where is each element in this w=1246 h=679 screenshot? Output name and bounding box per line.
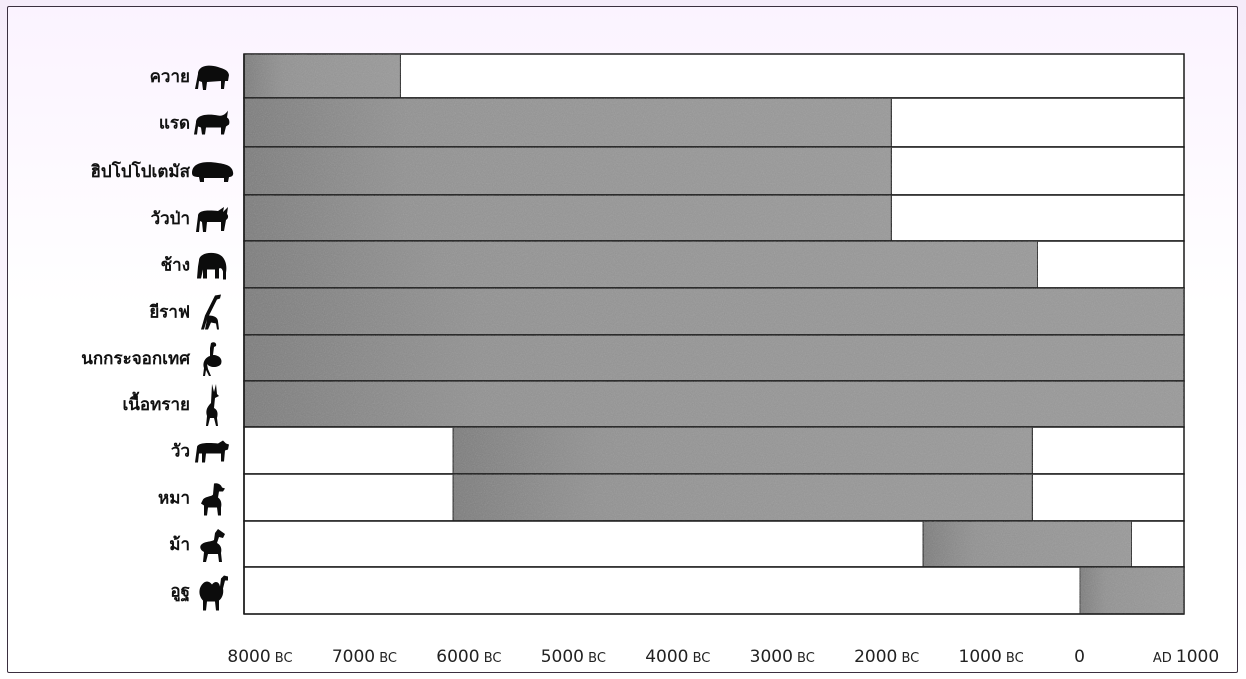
elephant-icon-shape [197,252,227,280]
category-label: ช้าง [161,256,190,275]
x-tick-label: 1000 BC [959,647,1024,667]
category-label: หมา [158,489,190,508]
gazelle-icon [206,384,219,426]
range-bar [243,146,893,196]
range-bar [243,240,1039,289]
range-bar [243,53,402,99]
category-label: นกกระจอกเทศ [81,349,191,368]
range-bar [452,426,1034,475]
range-bar [243,194,893,242]
category-label: ยีราฟ [149,302,190,322]
category-label: ม้า [169,535,190,554]
camel-icon-shape [199,575,228,611]
hippopotamus-icon-shape [192,162,234,182]
horse-icon-shape [200,529,225,562]
category-label: ฮิปโปโปเตมัส [91,161,191,181]
category-label: วัว [171,442,190,461]
rhinoceros-icon-shape [194,110,230,135]
elephant-icon [197,252,227,280]
cattle-icon [195,440,229,463]
range-bar [243,334,1185,382]
range-bar [243,287,1185,336]
giraffe-icon [201,294,221,330]
category-label: อูฐ [170,582,190,603]
x-axis-ticks: 8000 BC 7000 BC 6000 BC 5000 BC 4000 BC 3000 … [227,647,1219,667]
x-tick-label: 4000 BC [645,647,710,667]
category-label: เนื้อทราย [123,391,191,414]
x-tick-label: 8000 BC [227,647,292,667]
hippopotamus-icon [192,162,234,182]
animal-icons [192,65,234,611]
x-tick-label: 3000 BC [750,647,815,667]
x-tick-label: 5000 BC [541,647,606,667]
dog-icon [201,483,225,516]
buffalo-icon-shape [195,65,229,90]
category-label: แรด [159,114,190,133]
x-tick-label: 0 [1074,647,1085,667]
giraffe-icon-shape [201,294,221,330]
wild-ox-icon [196,207,229,232]
x-tick-label: AD 1000 [1153,647,1219,667]
x-tick-label: 6000 BC [436,647,501,667]
x-tick-label: 2000 BC [854,647,919,667]
range-bar [922,520,1133,568]
horse-icon [200,529,225,562]
cattle-icon-shape [195,440,229,463]
buffalo-icon [195,65,229,90]
range-bar [1078,566,1185,615]
wild-ox-icon-shape [196,207,229,232]
gazelle-icon-shape [206,384,219,426]
plot-area [243,53,1185,615]
ostrich-icon [203,342,222,376]
category-labels: ควายแรดฮิปโปโปเตมัสวัวป่าช้างยีราฟนกกระจ… [81,67,191,603]
range-bar [452,473,1034,522]
category-label: ควาย [150,67,190,86]
range-bar [243,380,1185,428]
category-label: วัวป่า [151,209,190,228]
range-bar [243,97,893,148]
dog-icon-shape [201,483,225,516]
camel-icon [199,575,228,611]
ostrich-icon-shape [203,342,222,376]
x-tick-label: 7000 BC [332,647,397,667]
rhinoceros-icon [194,110,230,135]
row-track [243,566,1185,615]
